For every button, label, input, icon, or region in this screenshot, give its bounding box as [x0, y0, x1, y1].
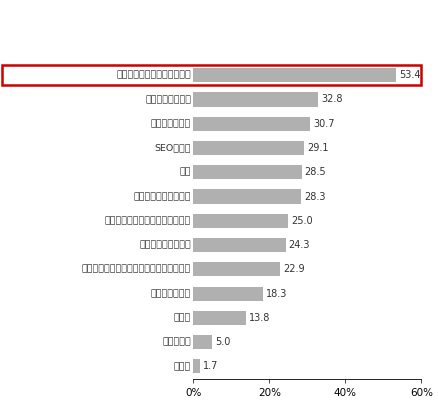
Text: 53.4: 53.4	[399, 70, 420, 80]
Bar	[193, 262, 279, 276]
Text: 25.0: 25.0	[291, 216, 312, 226]
Text: [13] コンテンツマーケティングの効果指標: [13] コンテンツマーケティングの効果指標	[7, 12, 194, 27]
Text: 売上: 売上	[179, 168, 191, 177]
Text: （複数回答、n=605）: （複数回答、n=605）	[343, 37, 431, 50]
Text: 18.3: 18.3	[265, 289, 286, 299]
Bar	[193, 359, 199, 373]
Text: 29.1: 29.1	[306, 143, 328, 153]
Text: 28.3: 28.3	[303, 192, 325, 201]
Text: その他: その他	[173, 362, 191, 371]
Bar	[193, 214, 288, 228]
Text: 24.3: 24.3	[288, 240, 310, 250]
Text: 30.7: 30.7	[312, 119, 334, 129]
Bar	[193, 335, 212, 349]
Bar	[193, 287, 262, 301]
Bar	[193, 311, 245, 325]
Bar	[193, 141, 303, 155]
Text: 13.8: 13.8	[248, 313, 269, 323]
Text: 1.7: 1.7	[202, 361, 218, 371]
Bar	[193, 68, 396, 82]
Text: ソーシャルメディアでのシェア数: ソーシャルメディアでのシェア数	[105, 216, 191, 225]
Text: 被リンク数: 被リンク数	[162, 338, 191, 347]
Text: コンバージョン: コンバージョン	[151, 119, 191, 128]
Text: ウェブサイト滞在時間: ウェブサイト滞在時間	[134, 192, 191, 201]
Text: 5.0: 5.0	[215, 337, 230, 347]
Bar	[193, 92, 317, 107]
Text: メールマガジン購読者数、サイト登録者数: メールマガジン購読者数、サイト登録者数	[82, 265, 191, 274]
Bar	[193, 190, 300, 204]
Bar	[193, 165, 301, 179]
Text: 32.8: 32.8	[320, 94, 342, 105]
Text: ブランド認知向上: ブランド認知向上	[145, 95, 191, 104]
Bar	[193, 238, 285, 252]
Text: ウェブサイト直帰率: ウェブサイト直帰率	[139, 241, 191, 249]
Text: SEOの順位: SEOの順位	[154, 144, 191, 153]
Text: ブランド認知率: ブランド認知率	[151, 289, 191, 298]
Text: 28.5: 28.5	[304, 167, 325, 177]
Text: 読了率: 読了率	[173, 313, 191, 322]
Text: 22.9: 22.9	[283, 264, 304, 274]
Text: ウェブサイトのトラフィック: ウェブサイトのトラフィック	[116, 71, 191, 80]
Bar	[193, 117, 309, 131]
